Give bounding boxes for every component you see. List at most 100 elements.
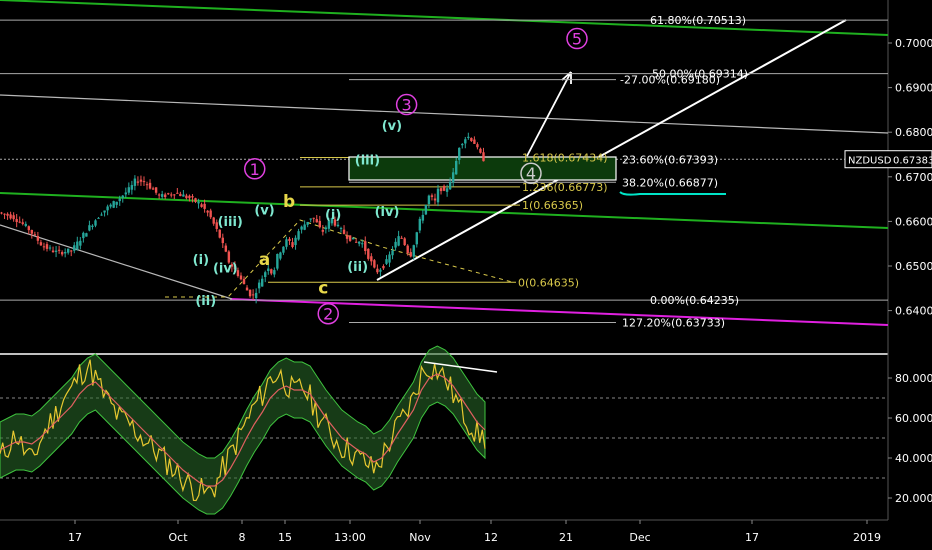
candle-body [12,215,15,220]
candle-body [324,227,328,230]
candle-body [436,188,440,203]
candle-body [339,227,343,229]
wave-label: (iv) [213,262,238,277]
candle-body [233,264,237,270]
candle-body [370,256,373,262]
candle-body [63,251,67,254]
candle-body [424,204,428,215]
candle-body [251,294,255,296]
candle-body [254,292,258,299]
candle-body [100,214,103,216]
candle-body [309,218,312,220]
osc-band [0,345,486,515]
candle-body [173,194,176,196]
candle-body [479,148,482,153]
candle-body [97,217,100,219]
candle-body [264,272,267,278]
osc-slow-line [0,373,486,487]
candle-body [33,234,37,236]
time-tick-label: 21 [559,531,573,544]
candle-body [445,188,449,192]
candle-body [145,184,149,186]
highlight-underline [619,191,726,196]
candle-body [200,204,203,207]
candle-body [124,192,127,195]
candle-body [400,237,403,239]
candle-body [276,253,279,269]
candle-body [236,270,240,276]
candle-body [224,245,228,252]
candle-body [282,246,285,253]
candle-body [176,192,179,194]
candle-body [327,220,331,229]
fib-gray-label: 50.00%(0.69314) [652,68,748,81]
candle-body [167,193,170,195]
channel-magenta-line [229,298,889,326]
candle-body [136,181,140,183]
candle-body [42,246,46,248]
fib-yellow-label: 1(0.66365) [522,199,583,212]
candle-body [267,268,270,272]
candle-body [154,187,158,193]
price-tick-label: 0.64000 [895,305,932,318]
candle-body [270,269,273,274]
candle-body [188,195,191,199]
candle-body [91,225,94,228]
candle-body [194,198,197,202]
candle-body [103,210,106,213]
candle-body [212,217,215,224]
candle-body [24,223,27,226]
wave-circle [317,302,339,325]
candle-body [51,250,55,253]
time-tick-label: Nov [409,531,431,544]
fib-gray-label: 38.20%(0.66877) [622,176,718,189]
wave-label: (ii) [347,260,368,275]
candle-body [345,235,349,239]
wave-circle-label: 3 [402,96,412,115]
wave-label: (iii) [218,215,243,230]
channel-green-lower [0,192,889,229]
candle-body [279,252,282,259]
candle-body [291,242,294,248]
candle-body [318,220,321,228]
candle-body [0,212,3,214]
candle-body [79,240,82,246]
candle-body [421,214,425,221]
candle-body [54,250,58,252]
channel-gray-line [0,94,889,134]
candle-body [458,147,461,160]
fib-gray-label: 23.60%(0.67393) [622,153,718,166]
candle-body [273,270,276,275]
candle-body [36,236,40,241]
candle-body [464,139,467,144]
fib-gray-label: 0.00%(0.64235) [650,294,739,307]
wave-label: (iii) [355,153,380,168]
candle-body [142,181,146,183]
channel-green-upper [0,0,889,36]
candle-body [3,213,6,215]
wave-label: a [259,250,270,270]
candle-body [133,178,137,186]
time-tick-label: 17 [68,531,82,544]
candle-body [382,265,385,269]
candle-body [364,241,367,251]
candle-body [139,179,143,182]
candle-body [448,181,452,190]
candle-body [439,188,443,192]
candle-body [209,210,212,218]
candle-body [373,260,376,268]
candle-body [164,194,167,198]
wave-label: (i) [193,253,209,268]
candle-body [442,185,446,191]
wave-label: c [318,279,328,299]
wave-circle-label: 4 [526,164,536,183]
candle-body [379,269,382,272]
candle-body [430,195,434,197]
candle-body [342,229,346,234]
